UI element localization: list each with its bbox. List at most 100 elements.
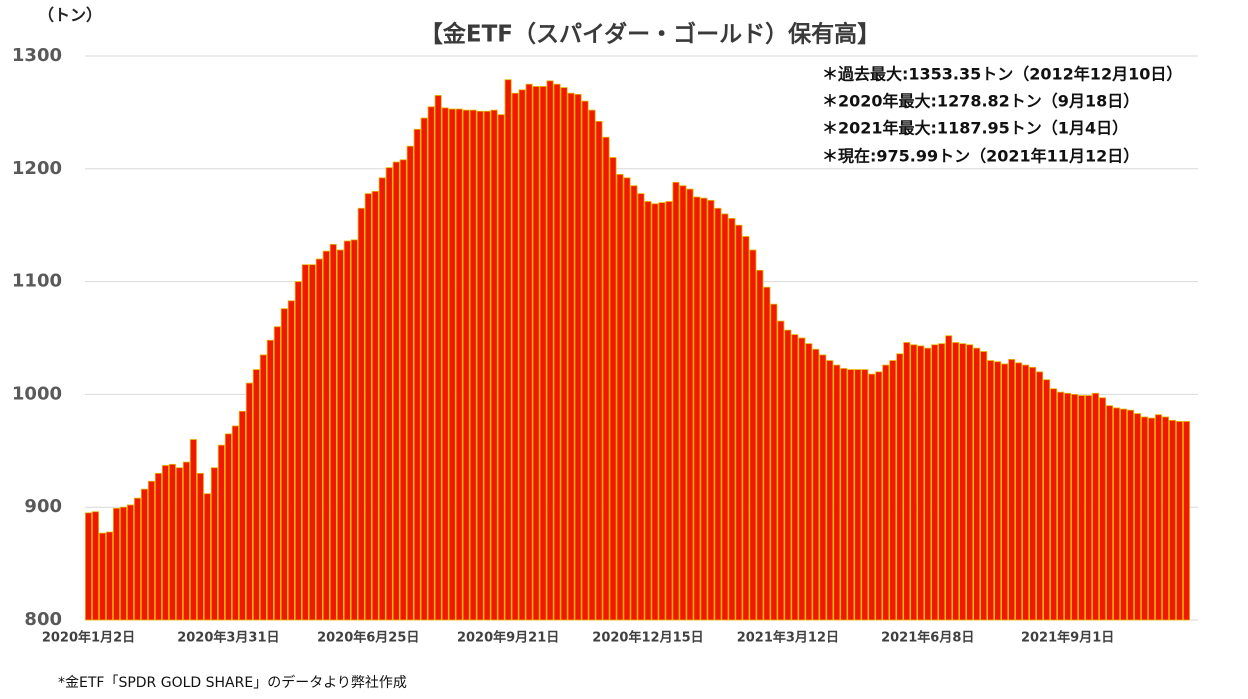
bar — [483, 110, 491, 621]
bar — [805, 343, 813, 621]
bar — [490, 109, 498, 621]
bar — [588, 109, 596, 621]
bar — [301, 264, 309, 621]
bar — [1127, 409, 1135, 621]
bar — [1015, 362, 1023, 621]
bar — [644, 201, 652, 621]
bar — [987, 360, 995, 621]
source-note: *金ETF「SPDR GOLD SHARE」のデータより弊社作成 — [58, 674, 407, 691]
bar — [231, 425, 239, 621]
bar — [1092, 392, 1100, 621]
bar — [1029, 366, 1037, 621]
bar — [1183, 421, 1191, 621]
bar — [756, 269, 764, 621]
bar — [427, 106, 435, 621]
annotation: ＊過去最大:1353.35トン（2012年12月10日） — [822, 65, 1182, 84]
bar — [217, 444, 225, 621]
bar — [1176, 421, 1184, 621]
x-tick-label: 2020年12月15日 — [592, 630, 703, 646]
bar — [126, 504, 134, 621]
bar — [224, 433, 232, 621]
chart-title: 【金ETF（スパイダー・ゴールド）保有高】 — [420, 21, 880, 48]
bar — [651, 203, 659, 621]
bar — [903, 342, 911, 621]
bar — [308, 264, 316, 621]
bar — [686, 188, 694, 621]
bar — [1155, 414, 1163, 621]
bar — [1022, 364, 1030, 621]
bar — [406, 145, 414, 621]
bar — [833, 364, 841, 621]
bar — [861, 369, 869, 621]
bar — [553, 83, 561, 621]
bar — [294, 281, 302, 621]
bar — [273, 326, 281, 621]
y-tick-label: 900 — [24, 496, 62, 517]
bar — [623, 177, 631, 621]
bar — [413, 128, 421, 621]
bar — [917, 345, 925, 621]
bar — [875, 371, 883, 621]
bar — [280, 308, 288, 621]
bar — [287, 300, 295, 621]
bar — [798, 337, 806, 621]
annotation: ＊現在:975.99トン（2021年11月12日） — [822, 147, 1139, 166]
bar — [840, 368, 848, 621]
bar — [455, 108, 463, 621]
bar — [595, 121, 603, 621]
bar — [658, 202, 666, 621]
bar — [784, 329, 792, 621]
bar — [665, 201, 673, 621]
x-tick-label: 2021年6月8日 — [881, 630, 974, 646]
bar — [1134, 413, 1142, 621]
bar — [1057, 391, 1065, 621]
bar — [770, 303, 778, 621]
y-tick-label: 1200 — [12, 158, 62, 179]
bar — [679, 185, 687, 621]
bar — [392, 161, 400, 621]
bar — [266, 339, 274, 621]
bar — [1078, 395, 1086, 621]
bar — [315, 258, 323, 621]
bar — [1141, 416, 1149, 621]
bar — [147, 480, 155, 621]
bar — [630, 185, 638, 621]
bar — [581, 100, 589, 621]
bar — [343, 240, 351, 621]
bar — [322, 250, 330, 621]
annotation: ＊2021年最大:1187.95トン（1月4日） — [822, 119, 1128, 138]
bar — [602, 136, 610, 621]
bar — [637, 193, 645, 621]
bar — [1085, 395, 1093, 621]
bar — [378, 177, 386, 621]
bar — [1043, 379, 1051, 621]
bar — [546, 80, 554, 621]
bar — [441, 107, 449, 621]
x-tick-label: 2020年6月25日 — [317, 630, 419, 646]
bar — [252, 369, 260, 621]
bar — [728, 218, 736, 621]
bar — [567, 92, 575, 621]
bar — [868, 373, 876, 621]
x-tick-label: 2021年3月12日 — [737, 630, 839, 646]
bar — [504, 79, 512, 621]
bar — [791, 334, 799, 621]
bar — [105, 531, 113, 621]
bar — [539, 86, 547, 621]
bar — [476, 110, 484, 621]
bar — [693, 196, 701, 621]
bar — [714, 207, 722, 621]
y-tick-label: 1300 — [12, 45, 62, 66]
bar — [1148, 417, 1156, 621]
y-tick-label: 800 — [24, 609, 62, 630]
bar — [133, 497, 141, 621]
bar — [532, 86, 540, 621]
bar — [371, 190, 379, 621]
bar — [469, 109, 477, 621]
bar — [161, 465, 169, 621]
bar — [434, 95, 442, 621]
bar — [1113, 407, 1121, 621]
bar — [245, 382, 253, 621]
bar — [168, 463, 176, 621]
bar — [462, 109, 470, 621]
